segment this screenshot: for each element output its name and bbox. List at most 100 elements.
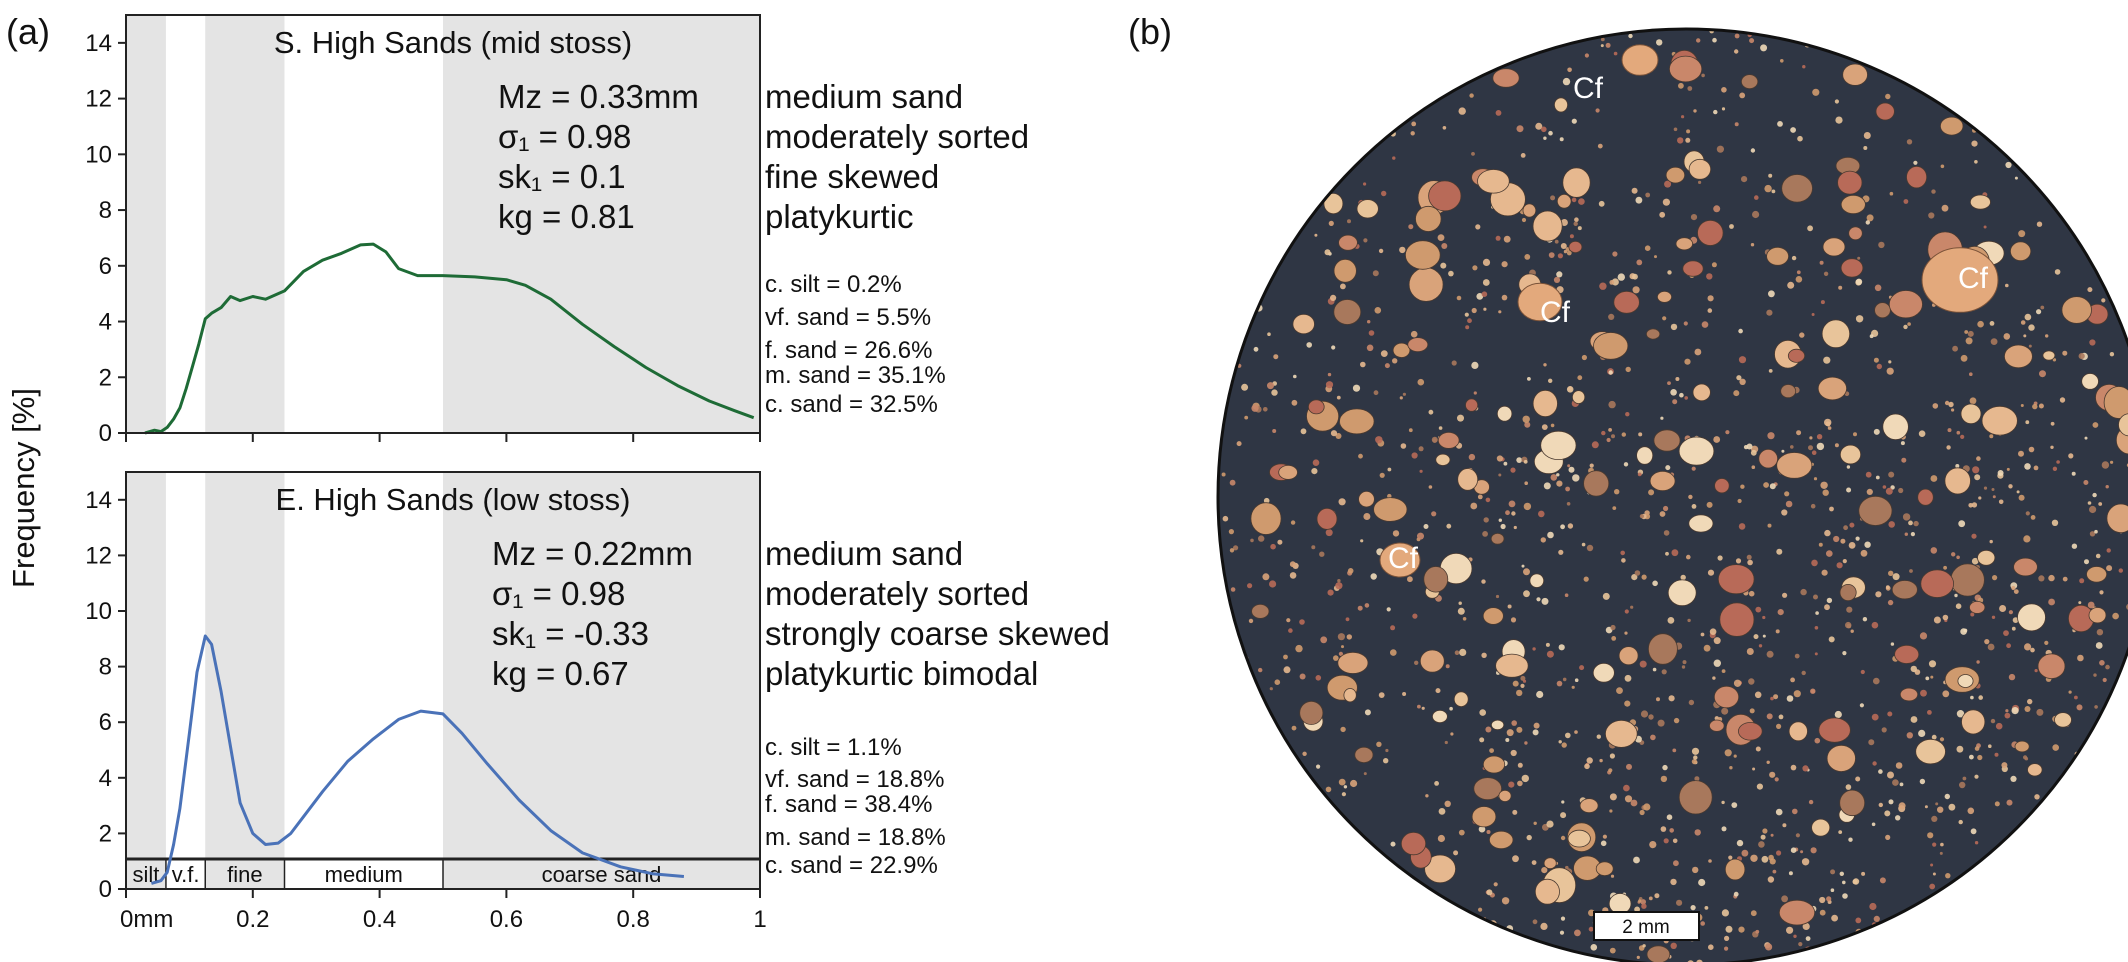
sand-grain — [1271, 389, 1278, 396]
coarse-grain — [1821, 319, 1851, 349]
sand-grain — [1962, 776, 1967, 781]
photo-outline — [1216, 27, 2128, 962]
sand-grain — [2023, 755, 2028, 760]
sand-grain — [1956, 555, 1960, 560]
coarse-grain — [2054, 712, 2072, 728]
sand-grain — [1669, 828, 1674, 833]
sand-grain — [1855, 315, 1864, 323]
sand-grain — [1868, 739, 1875, 746]
sand-grain — [1244, 415, 1249, 420]
sand-grain — [1347, 568, 1354, 574]
sand-grain — [1728, 855, 1733, 860]
sand-grain — [1707, 569, 1715, 576]
sand-grain — [1927, 710, 1932, 715]
sand-grain — [1608, 428, 1612, 432]
sand-grain — [1325, 786, 1332, 793]
sand-grain — [2011, 626, 2016, 631]
sand-grain — [1984, 639, 1990, 645]
sand-grain — [2079, 578, 2085, 584]
coarse-grain — [1408, 267, 1444, 302]
sand-grain — [1638, 899, 1642, 903]
coarse-grain — [1251, 604, 1270, 619]
sand-grain — [1920, 689, 1927, 697]
sand-grain — [1574, 217, 1579, 222]
sand-grain — [1741, 849, 1749, 857]
coarse-grain — [1428, 180, 1462, 212]
sand-grain — [1691, 747, 1700, 755]
coarse-grain — [1957, 674, 1974, 688]
sand-grain — [1828, 636, 1835, 643]
sand-grain — [1846, 465, 1851, 469]
sand-grain — [1810, 503, 1816, 509]
stat-kurtosis: kg = 0.67 — [492, 655, 629, 692]
sand-grain — [1826, 896, 1832, 902]
sand-grain — [1724, 946, 1729, 951]
coarse-grain — [1678, 436, 1715, 466]
sand-grain — [1524, 421, 1531, 428]
coarse-grain — [1961, 709, 1986, 735]
coarse-grain — [2013, 557, 2038, 577]
x-tick-label: 0.2 — [236, 906, 269, 933]
sand-grain — [1505, 738, 1510, 742]
sand-grain — [1624, 609, 1629, 614]
sand-grain — [2068, 690, 2072, 694]
sand-grain — [1532, 647, 1536, 651]
sand-grain — [1363, 513, 1371, 520]
sand-grain — [2038, 575, 2045, 582]
sand-grain — [1782, 592, 1788, 598]
coarse-grain — [1738, 722, 1763, 741]
coarse-grain — [1554, 97, 1569, 113]
sand-grain — [1784, 491, 1790, 497]
coarse-grain — [1848, 226, 1863, 241]
sand-grain — [1364, 603, 1370, 608]
sand-grain — [1881, 727, 1887, 733]
x-axis-ticks: 0mm 0.2 0.4 0.6 0.8 1 — [120, 889, 767, 933]
size-band-coarse-sand — [443, 15, 760, 433]
sand-grain — [2036, 708, 2044, 716]
sand-grain — [1608, 400, 1616, 409]
sand-grain — [1676, 899, 1683, 906]
sand-grain — [2005, 709, 2009, 713]
sand-grain — [1788, 871, 1793, 876]
sand-grain — [1478, 825, 1486, 833]
sand-grain — [1736, 839, 1744, 847]
coarse-grain — [1724, 858, 1746, 881]
sand-grain — [1733, 754, 1737, 758]
coarse-grain — [1432, 710, 1448, 724]
sand-grain — [1446, 523, 1452, 529]
sand-grain — [1668, 695, 1675, 702]
sand-grain — [1522, 415, 1530, 423]
coarse-grain — [1944, 467, 1971, 495]
sand-grain — [1410, 131, 1415, 136]
sand-grain — [1776, 850, 1782, 856]
sand-grain — [1959, 781, 1966, 789]
sand-grain — [1952, 345, 1958, 352]
y-tick-label: 6 — [99, 253, 112, 280]
sand-grain — [1516, 457, 1523, 463]
sand-grain — [1666, 814, 1673, 820]
coarse-grain — [1649, 470, 1676, 492]
sand-grain — [1489, 748, 1494, 753]
sand-grain — [1390, 649, 1397, 656]
frequency-curve-top — [144, 242, 755, 435]
sand-grain — [1861, 871, 1866, 876]
sand-grain — [2036, 309, 2042, 315]
sand-grain — [2074, 695, 2078, 700]
sand-grain — [1717, 555, 1723, 561]
sand-grain — [1625, 366, 1631, 373]
sand-grain — [1541, 126, 1547, 133]
sand-grain — [1628, 33, 1633, 39]
sand-grain — [1992, 495, 1996, 499]
sand-grain — [1545, 642, 1550, 647]
sand-grain — [1901, 457, 1907, 463]
sand-grain — [1657, 719, 1665, 727]
sand-grain — [1725, 430, 1730, 435]
sand-grain — [1824, 604, 1830, 611]
sand-grain — [1431, 511, 1437, 517]
sand-grain — [1338, 498, 1346, 506]
sand-grain — [1845, 621, 1852, 629]
coarse-grain — [1392, 342, 1411, 358]
sand-grain — [1955, 464, 1960, 468]
sand-grain — [1690, 214, 1698, 221]
sand-grain — [1541, 424, 1548, 430]
